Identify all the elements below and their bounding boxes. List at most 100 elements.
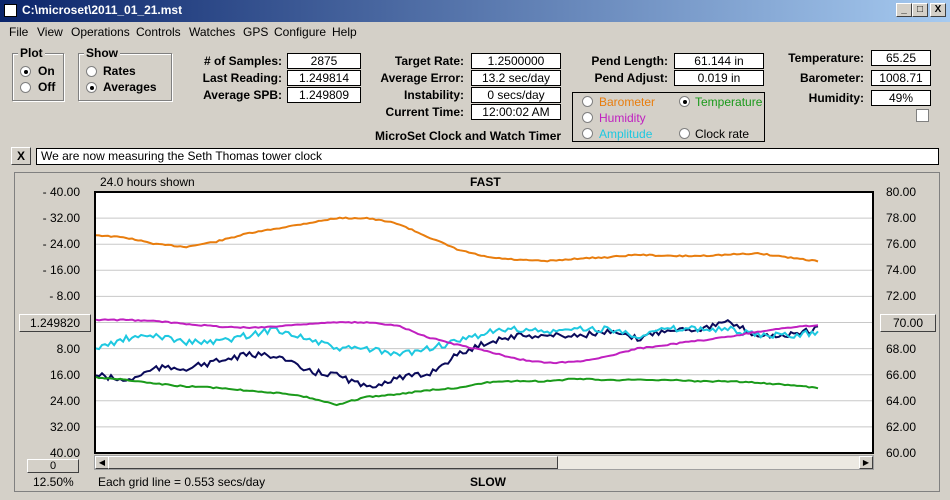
center-value-button[interactable]: 1.249820 xyxy=(19,314,91,332)
left-tick-label: 40.00 xyxy=(49,446,80,460)
show-averages-label: Averages xyxy=(103,80,157,94)
plot-group-title: Plot xyxy=(18,46,45,60)
target-rate-value[interactable]: 1.2500000 xyxy=(471,53,561,69)
plot-off-radio[interactable] xyxy=(20,82,31,93)
right-tick-label: 62.00 xyxy=(886,419,917,434)
right-tick-label: 66.00 xyxy=(886,367,917,382)
temperature-label: Temperature: xyxy=(788,51,864,65)
overlay-barometer-radio[interactable] xyxy=(582,96,593,107)
right-tick-label: 72.00 xyxy=(886,289,917,304)
overlay-clock-rate-label: Clock rate xyxy=(695,127,750,141)
scroll-left-button[interactable]: ◀ xyxy=(95,456,109,469)
target-rate-label: Target Rate: xyxy=(394,54,464,68)
instability-label: Instability: xyxy=(403,88,464,102)
show-group-title: Show xyxy=(84,46,120,60)
show-rates-radio[interactable] xyxy=(86,66,97,77)
menu-operations[interactable]: Operations xyxy=(71,25,130,39)
average-error-value: 13.2 sec/day xyxy=(471,70,561,86)
scroll-right-button[interactable]: ▶ xyxy=(859,456,873,469)
menu-gps[interactable]: GPS xyxy=(243,25,269,39)
right-center-button[interactable]: 70.00 xyxy=(880,314,936,332)
chart-panel xyxy=(14,172,940,492)
barometer-label: Barometer: xyxy=(799,71,864,85)
right-tick-label: 78.00 xyxy=(886,211,917,226)
hours-shown-label: 24.0 hours shown xyxy=(100,175,195,189)
environment-checkbox[interactable] xyxy=(916,109,929,122)
humidity-value: 49% xyxy=(871,90,931,106)
humidity-label: Humidity: xyxy=(808,91,864,105)
menu-controls[interactable]: Controls xyxy=(136,25,181,39)
instability-value: 0 secs/day xyxy=(471,87,561,103)
left-tick-label: - 40.00 xyxy=(42,185,80,199)
series-line xyxy=(95,375,819,407)
overlay-temperature-label: Temperature xyxy=(695,95,763,109)
current-time-value: 12:00:02 AM xyxy=(471,104,561,120)
left-tick-label: - 24.00 xyxy=(42,237,80,252)
right-tick-label: 80.00 xyxy=(886,185,917,199)
menu-file[interactable]: File xyxy=(9,25,29,39)
last-reading-label: Last Reading: xyxy=(202,71,282,85)
samples-label: # of Samples: xyxy=(203,54,282,68)
show-rates-label: Rates xyxy=(103,64,136,78)
barometer-value: 1008.71 xyxy=(871,70,931,86)
series-line xyxy=(95,216,819,263)
gridlines xyxy=(96,217,872,428)
overlay-amplitude-radio[interactable] xyxy=(582,128,593,139)
app-icon[interactable] xyxy=(4,4,17,17)
note-close-button[interactable]: X xyxy=(11,147,31,165)
slow-label: SLOW xyxy=(470,475,506,489)
maximize-button[interactable]: □ xyxy=(912,3,928,17)
title-bar: C:\microset\2011_01_21.mst _ □ X xyxy=(0,0,950,22)
overlay-humidity-radio[interactable] xyxy=(582,112,593,123)
samples-value: 2875 xyxy=(287,53,361,69)
overlay-temperature-radio[interactable] xyxy=(679,96,690,107)
plot-on-label: On xyxy=(38,64,55,78)
right-tick-label: 74.00 xyxy=(886,263,917,278)
minimize-button[interactable]: _ xyxy=(896,3,912,17)
plot-on-radio[interactable] xyxy=(20,66,31,77)
show-averages-radio[interactable] xyxy=(86,82,97,93)
zoom-percent: 12.50% xyxy=(33,475,74,489)
right-tick-label: 76.00 xyxy=(886,237,917,252)
overlay-amplitude-label: Amplitude xyxy=(599,127,653,141)
menu-view[interactable]: View xyxy=(37,25,63,39)
series-layer xyxy=(95,216,819,407)
average-spb-label: Average SPB: xyxy=(203,88,282,102)
pend-adjust-value: 0.019 in xyxy=(674,70,764,86)
show-group xyxy=(78,53,172,101)
left-tick-label: 24.00 xyxy=(49,393,80,408)
series-line xyxy=(95,324,819,357)
pend-length-value: 61.144 in xyxy=(674,53,764,69)
fast-label: FAST xyxy=(470,175,501,189)
left-tick-label: - 32.00 xyxy=(42,211,80,226)
series-line xyxy=(95,318,819,365)
app-caption: MicroSet Clock and Watch Timer xyxy=(375,129,562,143)
menu-configure[interactable]: Configure xyxy=(274,25,327,39)
overlay-barometer-label: Barometer xyxy=(599,95,656,109)
overlay-clock-rate-radio[interactable] xyxy=(679,128,690,139)
average-spb-value: 1.249809 xyxy=(287,87,361,103)
last-reading-value: 1.249814 xyxy=(287,70,361,86)
menu-help[interactable]: Help xyxy=(332,25,357,39)
plot-area xyxy=(94,191,874,454)
left-tick-label: 8.00 xyxy=(56,341,80,356)
close-button[interactable]: X xyxy=(930,3,946,17)
right-tick-label: 68.00 xyxy=(886,341,917,356)
right-tick-label: 64.00 xyxy=(886,393,917,408)
current-time-label: Current Time: xyxy=(385,105,464,119)
overlay-humidity-label: Humidity xyxy=(599,111,646,125)
plot-off-label: Off xyxy=(38,80,56,94)
left-tick-label: - 8.00 xyxy=(49,289,80,304)
left-tick-label: - 16.00 xyxy=(42,263,80,278)
pend-length-label: Pend Length: xyxy=(591,54,668,68)
temperature-value: 65.25 xyxy=(871,50,931,66)
note-input[interactable]: We are now measuring the Seth Thomas tow… xyxy=(36,148,939,165)
left-tick-label: 32.00 xyxy=(49,419,80,434)
pend-adjust-label: Pend Adjust: xyxy=(594,71,668,85)
scroll-thumb[interactable] xyxy=(108,456,558,469)
right-tick-label: 60.00 xyxy=(886,446,917,460)
menu-watches[interactable]: Watches xyxy=(189,25,236,39)
overlay-options xyxy=(572,92,765,142)
zoom-button[interactable]: 0 xyxy=(27,459,79,473)
left-tick-label: 16.00 xyxy=(49,367,80,382)
